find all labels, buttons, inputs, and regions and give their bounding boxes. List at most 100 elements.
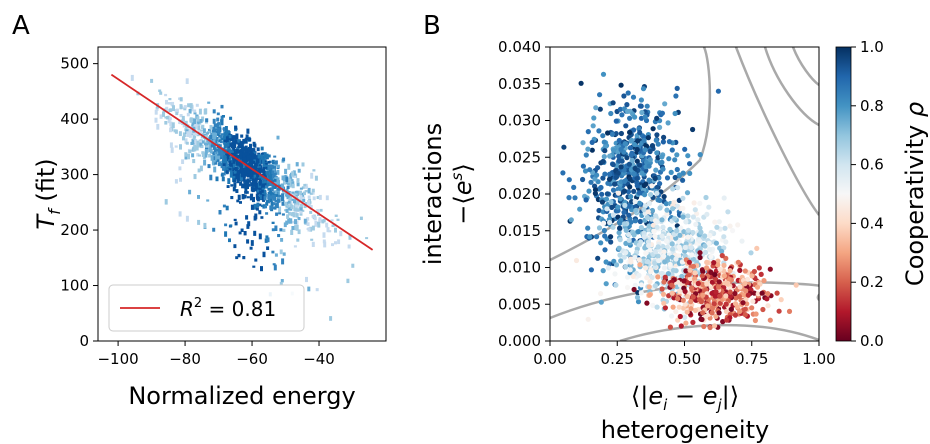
scatter-point — [622, 202, 628, 208]
scatter-point — [613, 262, 620, 268]
heatmap-cell — [265, 153, 269, 159]
scatter-point — [625, 90, 631, 96]
scatter-point — [697, 152, 703, 158]
scatter-point — [674, 152, 680, 158]
scatter-point — [665, 255, 671, 261]
x-tick-label-a: −100 — [97, 350, 138, 368]
scatter-point — [667, 261, 673, 268]
heatmap-cell — [291, 181, 295, 186]
heatmap-cell — [232, 164, 236, 168]
scatter-point — [640, 86, 647, 92]
scatter-point — [601, 227, 608, 234]
scatter-point — [667, 226, 673, 232]
scatter-point — [618, 146, 624, 153]
scatter-point — [654, 190, 660, 196]
heatmap-cell — [162, 111, 165, 117]
scatter-point — [616, 153, 622, 159]
scatter-point — [627, 267, 633, 273]
scatter-point — [672, 157, 678, 163]
scatter-point — [690, 214, 697, 220]
heatmap-cell — [260, 189, 264, 193]
heatmap-cell — [222, 115, 225, 118]
heatmap-cell — [257, 154, 261, 158]
y-tick-label-a: 100 — [60, 277, 89, 295]
heatmap-cell — [246, 168, 250, 174]
scatter-point — [669, 290, 675, 296]
panel-b-scatter: 0.00 0.25 0.50 0.75 1.00 0.000 0.005 0.010 0.015… — [419, 38, 929, 444]
heatmap-cell — [222, 135, 226, 140]
scatter-point — [583, 197, 589, 203]
scatter-point — [743, 288, 749, 294]
heatmap-cell — [165, 116, 169, 120]
scatter-point — [659, 154, 665, 160]
scatter-point — [622, 141, 628, 147]
scatter-point — [737, 284, 743, 290]
scatter-point — [749, 305, 755, 311]
scatter-point — [713, 240, 720, 246]
heatmap-cell — [278, 212, 282, 215]
heatmap-cell — [268, 168, 272, 173]
heatmap-cell — [174, 179, 178, 184]
scatter-point — [688, 245, 695, 251]
scatter-point — [637, 162, 643, 168]
heatmap-cell — [229, 143, 233, 147]
heatmap-cell — [309, 192, 313, 195]
heatmap-cell — [245, 134, 249, 141]
heatmap-cell — [229, 116, 233, 120]
heatmap-cell — [250, 186, 254, 192]
scatter-point — [605, 180, 611, 186]
heatmap-cell — [365, 237, 369, 240]
heatmap-cell — [164, 93, 168, 97]
heatmap-cell — [200, 129, 204, 132]
scatter-point — [580, 163, 587, 169]
scatter-point — [730, 228, 736, 234]
heatmap-cell — [307, 227, 311, 232]
heatmap-cell — [279, 249, 283, 255]
scatter-point — [715, 258, 721, 264]
heatmap-cell — [260, 197, 264, 201]
scatter-point — [660, 291, 667, 297]
heatmap-cell — [272, 194, 276, 201]
scatter-point — [741, 292, 748, 298]
scatter-point — [748, 250, 754, 256]
heatmap-cell — [230, 159, 234, 166]
heatmap-cell — [227, 178, 231, 184]
heatmap-cell — [188, 133, 192, 138]
heatmap-cell — [150, 78, 154, 83]
scatter-point — [687, 161, 693, 167]
scatter-point — [636, 228, 642, 235]
heatmap-cell — [306, 217, 310, 221]
scatter-point — [699, 273, 706, 279]
heatmap-cell — [287, 163, 291, 170]
heatmap-cell — [334, 214, 338, 217]
heatmap-cell — [241, 149, 245, 153]
scatter-point — [692, 207, 698, 213]
scatter-point — [709, 310, 715, 316]
scatter-point — [663, 201, 669, 207]
heatmap-cell — [215, 149, 219, 152]
heatmap-cell — [250, 204, 254, 210]
heatmap-cell — [196, 141, 200, 148]
heatmap-cell — [258, 194, 262, 200]
heatmap-cell — [232, 159, 236, 164]
scatter-point — [688, 306, 694, 312]
heatmap-cell — [264, 205, 267, 209]
scatter-point — [690, 294, 696, 300]
heatmap-cell — [284, 202, 288, 207]
scatter-point — [631, 171, 637, 177]
heatmap-cell — [201, 140, 205, 144]
scatter-point — [708, 254, 714, 260]
heatmap-cell — [274, 177, 278, 179]
scatter-point — [610, 161, 616, 168]
heatmap-cell — [223, 143, 227, 146]
heatmap-cell — [260, 205, 264, 208]
scatter-point — [637, 129, 643, 136]
scatter-point — [661, 279, 667, 285]
heatmap-cell — [269, 197, 273, 202]
heatmap-cell — [320, 219, 324, 222]
heatmap-cell — [316, 209, 320, 213]
scatter-point — [712, 272, 718, 278]
heatmap-cell — [216, 117, 220, 122]
heatmap-cell — [297, 229, 301, 235]
